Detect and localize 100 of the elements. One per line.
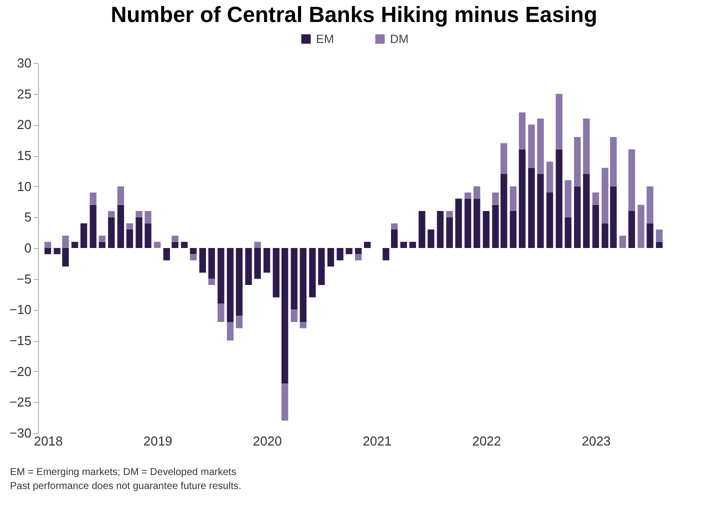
bar bbox=[619, 236, 626, 248]
bar bbox=[537, 174, 544, 248]
bar bbox=[656, 230, 663, 242]
y-tick-label: −10 bbox=[9, 302, 32, 318]
bar bbox=[218, 304, 224, 322]
x-tick-label: 2020 bbox=[252, 434, 282, 448]
bar bbox=[144, 211, 152, 224]
bar bbox=[300, 248, 306, 322]
bar bbox=[382, 248, 390, 260]
bar bbox=[556, 149, 562, 248]
chart-title: Number of Central Banks Hiking minus Easing bbox=[110, 2, 598, 27]
bar bbox=[144, 223, 152, 248]
bar bbox=[391, 230, 398, 248]
bar bbox=[464, 198, 472, 248]
y-tick-label: −30 bbox=[9, 426, 32, 440]
x-tick-label: 2023 bbox=[582, 434, 611, 448]
bar bbox=[117, 204, 124, 248]
bar bbox=[180, 242, 188, 248]
bar bbox=[236, 248, 243, 316]
bar bbox=[592, 192, 600, 205]
bar bbox=[492, 192, 499, 205]
bar bbox=[583, 118, 590, 174]
bar bbox=[656, 242, 663, 248]
bar bbox=[464, 192, 472, 199]
y-tick-label: 10 bbox=[17, 178, 32, 194]
bar bbox=[236, 316, 243, 328]
bar bbox=[537, 118, 544, 174]
bar bbox=[172, 242, 178, 248]
bar bbox=[108, 217, 115, 248]
bar bbox=[90, 204, 96, 248]
legend-label: EM bbox=[316, 32, 334, 46]
bar bbox=[528, 168, 535, 248]
bar bbox=[564, 180, 572, 218]
bar bbox=[98, 236, 106, 242]
bar bbox=[364, 242, 371, 248]
bar bbox=[290, 248, 298, 310]
bar bbox=[44, 242, 52, 248]
bar bbox=[44, 248, 52, 254]
bar bbox=[136, 211, 142, 218]
bar bbox=[90, 192, 96, 205]
bar bbox=[546, 162, 554, 192]
y-tick-label: −25 bbox=[9, 394, 32, 410]
y-tick-label: 25 bbox=[17, 86, 32, 102]
bar bbox=[163, 248, 170, 260]
bar bbox=[336, 248, 344, 260]
bar bbox=[226, 322, 234, 340]
bar bbox=[510, 186, 517, 211]
bar bbox=[172, 236, 178, 242]
bar bbox=[418, 211, 426, 248]
bar bbox=[436, 211, 444, 248]
bar bbox=[282, 248, 288, 384]
y-tick-label: 30 bbox=[17, 56, 32, 70]
bar bbox=[309, 248, 316, 298]
bar bbox=[300, 322, 306, 328]
bar bbox=[199, 248, 206, 273]
bar bbox=[391, 223, 398, 230]
legend-label: DM bbox=[390, 32, 409, 46]
y-tick-label: 0 bbox=[24, 240, 32, 256]
bar bbox=[226, 248, 234, 322]
bar bbox=[574, 186, 581, 248]
bar bbox=[583, 174, 590, 248]
y-tick-label: 20 bbox=[17, 117, 32, 132]
bar bbox=[564, 217, 572, 248]
bar bbox=[546, 192, 554, 248]
x-tick-label: 2021 bbox=[362, 434, 392, 448]
bar bbox=[628, 149, 636, 211]
bar bbox=[528, 124, 535, 168]
bar bbox=[646, 223, 654, 248]
bar bbox=[126, 230, 134, 248]
bar bbox=[455, 198, 462, 248]
y-tick-label: 15 bbox=[17, 148, 32, 163]
bar bbox=[108, 211, 115, 218]
bar bbox=[646, 186, 654, 224]
bar bbox=[574, 137, 581, 186]
bar bbox=[428, 230, 434, 248]
bar bbox=[355, 254, 362, 260]
bar bbox=[208, 248, 215, 279]
bar bbox=[592, 204, 600, 248]
bar bbox=[208, 278, 215, 285]
y-tick-label: 5 bbox=[24, 210, 32, 225]
bar bbox=[446, 211, 453, 218]
bar bbox=[290, 310, 298, 322]
bar bbox=[400, 242, 407, 248]
bar bbox=[409, 242, 416, 248]
bar bbox=[355, 248, 362, 254]
x-tick-label: 2022 bbox=[472, 434, 502, 448]
bar bbox=[263, 248, 270, 273]
bar bbox=[318, 248, 325, 285]
bar bbox=[80, 223, 88, 248]
bar bbox=[474, 186, 480, 199]
bar bbox=[254, 242, 261, 248]
y-tick-label: −5 bbox=[16, 271, 32, 286]
bar bbox=[62, 236, 69, 248]
bar bbox=[482, 211, 490, 248]
bar bbox=[71, 242, 78, 248]
y-tick-label: −15 bbox=[9, 333, 32, 348]
bar bbox=[254, 248, 261, 279]
bar bbox=[474, 198, 480, 248]
x-tick-label: 2019 bbox=[143, 434, 172, 448]
bar bbox=[500, 143, 508, 174]
